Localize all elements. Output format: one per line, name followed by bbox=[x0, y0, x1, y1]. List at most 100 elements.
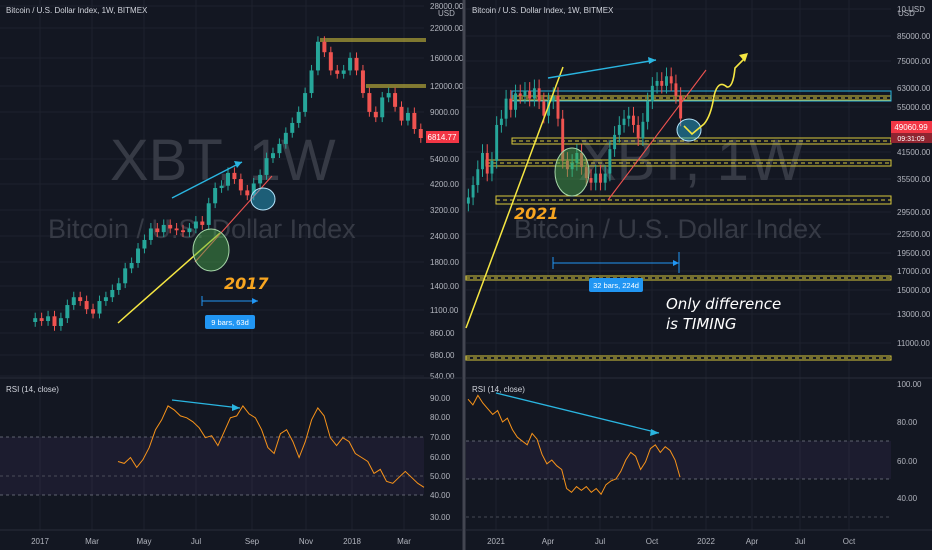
right-candle bbox=[551, 95, 555, 102]
right-candle bbox=[490, 160, 494, 174]
right-price-tick: 11000.00 bbox=[897, 339, 930, 348]
right-candle bbox=[523, 90, 527, 96]
left-watermark-symbol: XBT, 1W bbox=[110, 128, 336, 193]
right-candle bbox=[466, 197, 470, 204]
left-candle bbox=[335, 70, 340, 74]
left-time-axis: 2017 Mar May Jul Sep Nov 2018 Mar bbox=[31, 537, 411, 546]
left-candle bbox=[405, 112, 410, 121]
left-resistance-level bbox=[320, 38, 426, 42]
right-price-tick: 41500.00 bbox=[897, 148, 931, 157]
right-rsi-title: RSI (14, close) bbox=[472, 385, 525, 394]
left-price-tick: 22000.00 bbox=[430, 24, 464, 33]
right-candle bbox=[499, 118, 503, 125]
left-candle bbox=[251, 183, 256, 196]
right-candle bbox=[514, 93, 517, 110]
right-candle bbox=[608, 149, 612, 174]
left-rsi-tick: 60.00 bbox=[430, 453, 451, 462]
right-currency-label: USD bbox=[898, 9, 915, 18]
right-candle bbox=[650, 85, 654, 102]
left-price-tick: 680.00 bbox=[430, 351, 455, 360]
right-candle bbox=[485, 152, 489, 174]
left-candle bbox=[303, 93, 308, 112]
left-time-tick: Mar bbox=[397, 537, 411, 546]
right-candle bbox=[674, 83, 678, 96]
right-rsi-tick: 40.00 bbox=[897, 494, 918, 503]
left-time-tick: Nov bbox=[299, 537, 313, 546]
left-resistance-level bbox=[366, 84, 426, 88]
right-price-tick: 10 USD bbox=[897, 5, 925, 14]
right-price-axis: 10 USD 85000.00 75000.00 63000.00 55000.00 41… bbox=[897, 5, 931, 348]
left-candle bbox=[142, 239, 147, 249]
left-measure-box bbox=[205, 315, 255, 329]
right-candle bbox=[594, 173, 598, 183]
right-rsi-tick: 60.00 bbox=[897, 457, 918, 466]
left-time-tick: Mar bbox=[85, 537, 99, 546]
right-price-tick: 13000.00 bbox=[897, 310, 931, 319]
left-rsi-line bbox=[117, 405, 425, 488]
right-red-trendline bbox=[607, 69, 707, 201]
right-time-tick: 2021 bbox=[487, 537, 505, 546]
right-candle bbox=[547, 101, 551, 116]
left-candle bbox=[412, 112, 417, 130]
left-candle bbox=[348, 57, 353, 71]
right-candle bbox=[471, 185, 475, 198]
left-candle bbox=[58, 318, 63, 326]
left-candle bbox=[393, 93, 398, 107]
right-price-badge-time: 09:31:09 bbox=[897, 136, 924, 143]
right-candle bbox=[537, 88, 541, 102]
left-price-tick: 1800.00 bbox=[430, 258, 459, 267]
right-note-line-2: is TIMING bbox=[666, 315, 737, 333]
right-trendline bbox=[465, 66, 564, 329]
right-candle bbox=[669, 76, 673, 84]
right-candle bbox=[632, 115, 635, 125]
right-divergence-arrow bbox=[547, 59, 657, 79]
left-candle bbox=[187, 228, 192, 233]
left-blue-ellipse bbox=[250, 187, 276, 211]
left-rsi-arrowhead bbox=[232, 404, 240, 411]
left-price-tick: 28000.00 bbox=[430, 2, 464, 11]
left-price-badge: 6814.77 bbox=[428, 133, 457, 142]
left-rsi-tick: 50.00 bbox=[430, 472, 451, 481]
right-rsi-line bbox=[467, 394, 681, 496]
right-price-tick: 29500.00 bbox=[897, 208, 931, 217]
right-price-tick: 75000.00 bbox=[897, 57, 931, 66]
left-price-tick: 2400.00 bbox=[430, 232, 459, 241]
left-candle bbox=[78, 297, 83, 302]
left-candle bbox=[123, 268, 128, 284]
right-price-badge: 49060.99 bbox=[894, 123, 928, 132]
right-rsi-arrowhead bbox=[650, 429, 659, 436]
left-measure-label: 9 bars, 63d bbox=[211, 318, 249, 327]
left-price-tick: 5400.00 bbox=[430, 155, 459, 164]
left-price-tick: 16000.00 bbox=[430, 54, 464, 63]
left-candle bbox=[277, 143, 282, 154]
right-candle bbox=[565, 160, 569, 170]
left-candle bbox=[155, 228, 160, 233]
left-arrowhead bbox=[234, 161, 242, 168]
left-year-annotation: 2017 bbox=[224, 274, 269, 293]
left-candle bbox=[232, 172, 237, 180]
left-candle bbox=[354, 57, 359, 71]
right-candle bbox=[679, 95, 683, 119]
left-rsi-band bbox=[0, 437, 424, 495]
right-candle bbox=[627, 115, 631, 119]
left-candle bbox=[296, 111, 301, 123]
right-time-tick: Jul bbox=[795, 537, 805, 546]
left-trendline bbox=[117, 232, 221, 324]
left-candle bbox=[200, 221, 205, 225]
left-price-tick: 1400.00 bbox=[430, 282, 459, 291]
left-candle bbox=[148, 228, 153, 240]
left-candle bbox=[193, 221, 198, 229]
right-price-tick: 63000.00 bbox=[897, 84, 931, 93]
left-rsi-tick: 90.00 bbox=[430, 394, 451, 403]
left-candle bbox=[174, 228, 179, 231]
right-note-line-1: Only difference bbox=[666, 295, 781, 313]
right-candle bbox=[603, 173, 607, 183]
left-candle bbox=[110, 289, 115, 298]
right-time-axis: 2021 Apr Jul Oct 2022 Apr Jul Oct bbox=[487, 537, 856, 546]
left-candle bbox=[322, 41, 327, 53]
right-measure-box bbox=[589, 278, 643, 292]
right-time-tick: Apr bbox=[746, 537, 759, 546]
left-candle bbox=[129, 262, 134, 269]
right-candle bbox=[660, 80, 664, 86]
left-rsi-axis: 90.00 80.00 70.00 60.00 50.00 40.00 30.00 bbox=[430, 394, 451, 522]
